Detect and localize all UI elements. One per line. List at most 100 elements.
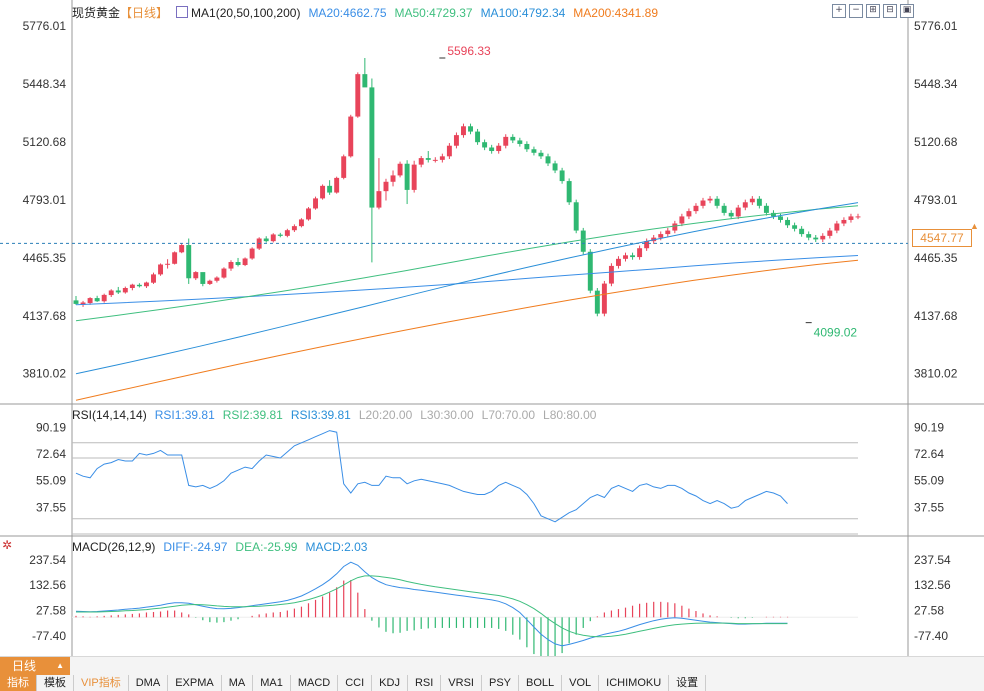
candle-body (594, 290, 600, 314)
price-tick-left: 4137.68 (23, 309, 67, 323)
tab-macd[interactable]: MACD (291, 675, 339, 691)
tab-ma[interactable]: MA (222, 675, 254, 691)
candle-body (221, 268, 227, 278)
candle-body (792, 225, 798, 229)
candle-body (806, 234, 812, 238)
tab-psy[interactable]: PSY (482, 675, 519, 691)
macd-tick-right: 27.58 (914, 604, 944, 618)
symbol-name: 现货黄金 (72, 6, 121, 20)
candle-body (468, 126, 473, 132)
period-selector[interactable]: 日线 ▲ (0, 657, 70, 675)
tab-设置[interactable]: 设置 (669, 675, 707, 691)
plus-icon[interactable]: + (832, 4, 846, 18)
candle-body (778, 216, 783, 220)
candle-body (411, 164, 417, 190)
tab-ichimoku[interactable]: ICHIMOKU (599, 675, 670, 691)
candle-body (355, 74, 361, 117)
candle-body (742, 202, 748, 208)
candle-body (207, 280, 213, 284)
candle-body (714, 198, 720, 206)
macd-hist-value: MACD:2.03 (305, 540, 368, 554)
ma200-value: MA200:4341.89 (573, 6, 659, 20)
macd-dea-value: DEA:-25.99 (235, 540, 298, 554)
macd-tick-left: -77.40 (32, 629, 66, 643)
indicator-tabbar: 日线 ▲ 指标 模板 VIP指标 DMA EXPMA MA MA1 MACD CCI KDJ RSI V… (0, 656, 984, 691)
candle-body (679, 216, 685, 224)
candle-body (524, 143, 530, 150)
price-tick-right: 3810.02 (914, 367, 958, 381)
price-tick-right: 4465.35 (914, 251, 958, 265)
candle-body (122, 288, 128, 293)
tab-dma[interactable]: DMA (129, 675, 169, 691)
tab-cci[interactable]: CCI (338, 675, 373, 691)
candle-body (517, 140, 523, 144)
rsi-tick-right: 72.64 (914, 447, 944, 461)
candle-body (263, 238, 269, 242)
candle-body (362, 74, 368, 88)
tab-指标[interactable]: 指标 (0, 675, 37, 691)
ma20-value: MA20:4662.75 (308, 6, 387, 20)
ma100-value: MA100:4792.34 (480, 6, 566, 20)
candle-body (348, 116, 354, 157)
candle-body (284, 230, 290, 236)
candle-body (151, 274, 156, 283)
minus-icon[interactable]: − (849, 4, 863, 18)
shrink-icon[interactable]: ⊟ (883, 4, 897, 18)
price-tick-right: 4793.01 (914, 193, 958, 207)
price-tick-right: 5120.68 (914, 135, 958, 149)
tab-boll[interactable]: BOLL (519, 675, 563, 691)
tab-ma1[interactable]: MA1 (253, 675, 291, 691)
rsi-tick-right: 37.55 (914, 500, 944, 514)
series-ma200-line (75, 259, 859, 401)
candle-body (813, 237, 819, 240)
rsi-line (75, 430, 788, 523)
candle-body (87, 298, 93, 304)
price-tick-left: 3810.02 (23, 367, 67, 381)
window-icon[interactable]: ▣ (900, 4, 914, 18)
candle-body (545, 156, 551, 164)
candle-body (770, 212, 776, 217)
indicator-settings-icon[interactable]: ✲ (2, 538, 13, 552)
tab-vol[interactable]: VOL (562, 675, 600, 691)
tab-模板[interactable]: 模板 (37, 675, 74, 691)
candle-body (376, 191, 382, 208)
rsi-l30: L30:30.00 (420, 408, 474, 422)
expand-icon[interactable]: ⊞ (866, 4, 880, 18)
tab-expma[interactable]: EXPMA (168, 675, 222, 691)
candle-body (616, 258, 621, 266)
candle-body (404, 163, 410, 190)
tab-kdj[interactable]: KDJ (372, 675, 408, 691)
candle-body (73, 300, 79, 304)
candle-body (143, 282, 149, 287)
candle-body (165, 263, 171, 265)
macd-diff-value: DIFF:-24.97 (163, 540, 228, 554)
candle-body (503, 136, 509, 146)
candle-body (827, 230, 833, 236)
macd-tick-right: -77.40 (914, 629, 948, 643)
tab-vrsi[interactable]: VRSI (441, 675, 482, 691)
candle-body (855, 216, 861, 218)
tab-rsi[interactable]: RSI (408, 675, 442, 691)
rsi-tick-left: 37.55 (36, 500, 66, 514)
candle-body (665, 230, 671, 235)
candle-body (693, 205, 699, 212)
candle-body (172, 252, 178, 264)
candle-body (573, 202, 579, 231)
candle-body (186, 245, 192, 279)
series-ma20-line (75, 255, 859, 306)
candle-body (531, 149, 537, 153)
tab-vip指标[interactable]: VIP指标 (74, 675, 129, 691)
candle-body (820, 235, 826, 240)
candle-body (552, 163, 558, 171)
candle-body (390, 175, 396, 182)
candle-body (327, 185, 333, 193)
rsi2-value: RSI2:39.81 (222, 408, 283, 422)
candle-body (115, 290, 121, 293)
candle-body (749, 198, 755, 203)
indicator-tabs: 指标 模板 VIP指标 DMA EXPMA MA MA1 MACD CCI KDJ RSI VRSI P… (0, 675, 707, 691)
candle-body (700, 200, 706, 206)
rsi1-value: RSI1:39.81 (154, 408, 215, 422)
candle-body (179, 245, 185, 253)
series-ma50-line (75, 205, 859, 322)
